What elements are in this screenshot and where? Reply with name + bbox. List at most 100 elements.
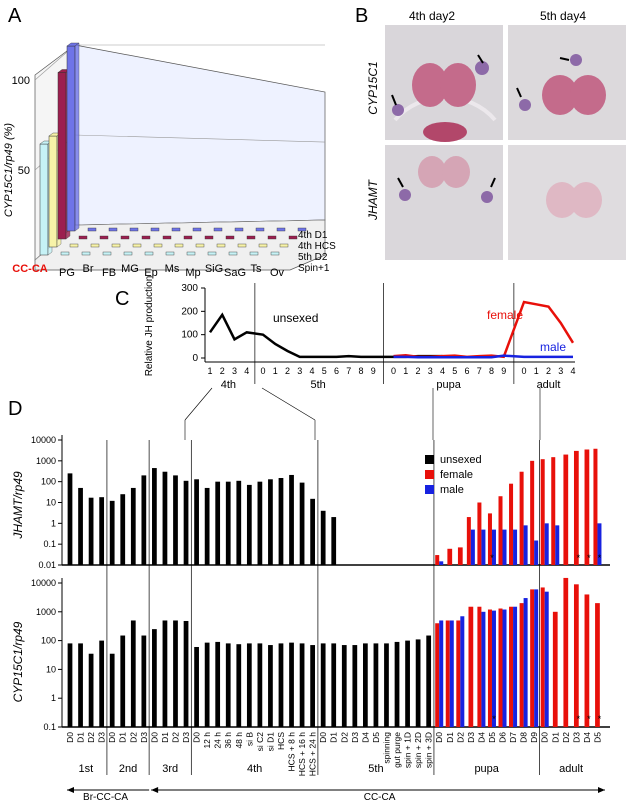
bar — [87, 227, 97, 232]
y-tick-label: 100 — [41, 477, 56, 487]
bar-male — [439, 620, 444, 727]
group-label: 1st — [78, 763, 93, 775]
x-tick-label: D4 — [360, 732, 370, 743]
bar — [276, 227, 286, 232]
bar-male — [555, 525, 560, 565]
x-tick-label: D2 — [561, 732, 571, 743]
x-tick-label: D2 — [128, 732, 138, 743]
bar-unsexed — [257, 643, 263, 727]
x-tick-label: HCS + 8 h — [287, 732, 297, 772]
bar — [267, 235, 277, 240]
bar-unsexed — [204, 642, 210, 727]
legend-label-unsexed: unsexed — [440, 454, 482, 466]
bracket-label: CC-CA — [364, 792, 396, 800]
bar-unsexed — [120, 494, 126, 565]
x-tick-label: 0 — [391, 366, 396, 376]
tissue-label: Ts — [251, 263, 263, 275]
x-tick-label: spin + 3D — [424, 732, 434, 768]
series-label: male — [540, 340, 566, 354]
bar-unsexed — [310, 498, 316, 565]
x-tick-label: 3 — [232, 366, 237, 376]
bar — [174, 243, 184, 248]
y-tick-label: 10000 — [31, 578, 56, 588]
bar-unsexed — [268, 645, 273, 727]
bar-unsexed — [236, 644, 242, 727]
y-tick-label: 10 — [46, 498, 56, 508]
tissue-label: PG — [59, 267, 75, 279]
bar-female — [477, 502, 482, 565]
bar-unsexed — [78, 487, 83, 565]
bar-unsexed — [299, 643, 305, 727]
bar — [78, 235, 88, 240]
panel-a-tissue-labels: CC-CA PG Br FB MG Ep Ms Mp SiG SaG Ts Ov — [12, 263, 284, 279]
x-tick-label: D0 — [107, 732, 117, 743]
group-label: 4th — [247, 763, 262, 775]
x-tick-label: D3 — [139, 732, 149, 743]
x-tick-label: D2 — [86, 732, 96, 743]
bar-unsexed — [141, 635, 147, 727]
bar-male — [502, 529, 507, 565]
bar — [120, 235, 130, 240]
bar-unsexed — [215, 481, 221, 565]
bar-female — [468, 606, 474, 727]
x-tick-label: D0 — [65, 732, 75, 743]
bar-unsexed — [278, 477, 284, 565]
asterisk: * — [577, 553, 581, 563]
x-tick-label: spin + 1D — [403, 732, 413, 768]
x-tick-label: 4 — [309, 366, 314, 376]
x-tick-label: D1 — [550, 732, 560, 743]
x-tick-label: D2 — [455, 732, 465, 743]
x-tick-label: D1 — [329, 732, 339, 743]
x-tick-label: 9 — [501, 366, 506, 376]
bar-female — [563, 454, 569, 565]
bar-unsexed — [426, 635, 432, 727]
tissue-label: MG — [121, 263, 139, 275]
bar — [144, 251, 154, 256]
bar — [207, 251, 217, 256]
bar — [183, 235, 193, 240]
bar — [48, 135, 58, 248]
bar — [195, 243, 205, 248]
stage-label: Spin+1 — [298, 263, 330, 274]
bracket-arrow — [67, 787, 74, 793]
panel-c-y-axis-label: Relative JH production — [144, 276, 155, 377]
bar-female — [466, 517, 471, 565]
group-label: 5th — [368, 763, 383, 775]
x-tick-label: 4 — [244, 366, 249, 376]
bar-unsexed — [362, 643, 368, 727]
asterisk: * — [587, 714, 591, 724]
tissue-label: Mp — [185, 267, 200, 279]
x-tick-label: 9 — [371, 366, 376, 376]
group-label: 3rd — [162, 763, 178, 775]
group-label: 2nd — [119, 763, 137, 775]
bar-unsexed — [225, 481, 231, 565]
bar-male — [470, 529, 475, 565]
bar — [90, 243, 100, 248]
bar-unsexed — [109, 500, 115, 565]
x-tick-label: D0 — [434, 732, 444, 743]
bar-unsexed — [162, 471, 168, 565]
x-tick-label: D3 — [350, 732, 360, 743]
bar — [213, 227, 223, 232]
bar — [57, 72, 67, 240]
bar-female — [563, 577, 569, 727]
grid-line — [74, 134, 326, 143]
x-tick-label: D2 — [170, 732, 180, 743]
x-tick-label: HCS + 24 h — [308, 732, 318, 776]
bar-unsexed — [331, 517, 337, 565]
x-tick-label: 36 h — [223, 732, 233, 749]
panel-a-3d-bar-chart: 50 100 CC-CA PG Br FB MG Ep Ms Mp SiG SaG Ts Ov 4th … — [3, 42, 336, 279]
x-tick-label: si C2 — [255, 732, 265, 752]
bar-unsexed — [130, 620, 136, 727]
bar — [39, 143, 49, 256]
x-tick-label: D7 — [508, 732, 518, 743]
panel-b-in-situ-photos: 4th day2 5th day4 CYP15C1 JHAMT — [366, 9, 626, 260]
bar — [69, 243, 79, 248]
x-tick-label: 2 — [415, 366, 420, 376]
asterisk: * — [587, 553, 591, 563]
panel-d-labels: 0.01 0.1 1 10 100 1000 10000 0.1 1 10 100 1000 10000… — [31, 435, 602, 800]
x-tick-label: 8 — [358, 366, 363, 376]
panel-d-bar-charts: 0.01 0.1 1 10 100 1000 10000 0.1 1 10 100 1000 10000… — [11, 387, 610, 800]
